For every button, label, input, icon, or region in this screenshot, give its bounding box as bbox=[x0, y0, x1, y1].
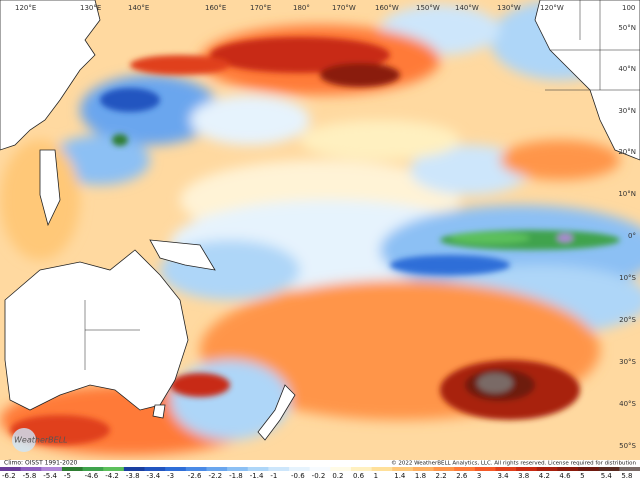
lat-label: 10°S bbox=[619, 274, 636, 282]
colorbar-cell bbox=[330, 467, 352, 471]
colorbar-cell bbox=[350, 467, 373, 471]
lat-label: 40°N bbox=[618, 65, 636, 73]
colorbar-cell bbox=[309, 467, 331, 471]
colorbar-label: 4.6 bbox=[559, 472, 571, 480]
colorbar-label: -5.4 bbox=[43, 472, 57, 480]
colorbar-cell bbox=[495, 467, 517, 471]
lat-labels: 50°N 40°N 30°N 20°N 10°N 0° 10°S 20°S 30… bbox=[618, 24, 636, 450]
colorbar-cell bbox=[474, 467, 496, 471]
lat-label: 40°S bbox=[619, 400, 636, 408]
colorbar-label: 1.4 bbox=[394, 472, 406, 480]
lon-label: 140°W bbox=[455, 4, 479, 12]
colorbar-cell bbox=[619, 467, 640, 471]
colorbar-label: -3.8 bbox=[126, 472, 140, 480]
colorbar-cell bbox=[82, 467, 104, 471]
colorbar-label: 5 bbox=[580, 472, 584, 480]
colorbar-cell bbox=[433, 467, 455, 471]
colorbar-label: -0.6 bbox=[291, 472, 305, 480]
colorbar-cell bbox=[227, 467, 249, 471]
colorbar-label: -5 bbox=[64, 472, 71, 480]
colorbar-label: 5.8 bbox=[621, 472, 632, 480]
colorbar-label: -5.8 bbox=[23, 472, 37, 480]
lon-label: 130°W bbox=[497, 4, 521, 12]
colorbar-cell bbox=[144, 467, 166, 471]
colorbar-label: 3.8 bbox=[518, 472, 529, 480]
colorbar: -6.2 -5.8 -5.4 -5 -4.6 -4.2 -3.8 -3.4 -3 -2.6 -2.2… bbox=[0, 467, 640, 480]
colorbar-label: -1.8 bbox=[229, 472, 243, 480]
lon-label: 160°W bbox=[375, 4, 399, 12]
lon-label: 120°E bbox=[15, 4, 36, 12]
colorbar-cell bbox=[392, 467, 414, 471]
colorbar-cell bbox=[536, 467, 558, 471]
lat-label: 30°S bbox=[619, 358, 636, 366]
colorbar-label: 3 bbox=[477, 472, 481, 480]
borders bbox=[84, 0, 640, 370]
climo-note: Climo: OISST 1991-2020 bbox=[4, 460, 78, 467]
colorbar-cell bbox=[0, 467, 22, 471]
lon-label: 170°E bbox=[250, 4, 271, 12]
colorbar-cell bbox=[41, 467, 63, 471]
logo-mark bbox=[12, 428, 36, 452]
lon-label: 150°W bbox=[416, 4, 440, 12]
lat-label: 50°S bbox=[619, 442, 636, 450]
lon-label: 120°W bbox=[540, 4, 564, 12]
colorbar-cell bbox=[289, 467, 311, 471]
colorbar-cell bbox=[123, 467, 146, 471]
colorbar-label: 3.4 bbox=[497, 472, 509, 480]
colorbar-cell bbox=[454, 467, 476, 471]
colorbar-label: -1 bbox=[270, 472, 277, 480]
sst-field bbox=[0, 0, 640, 460]
colorbar-cell bbox=[516, 467, 538, 471]
colorbar-label: -2.6 bbox=[188, 472, 202, 480]
colorbar-cell bbox=[61, 467, 84, 471]
lat-label: 20°S bbox=[619, 316, 636, 324]
colorbar-label: -1.4 bbox=[250, 472, 264, 480]
colorbar-label: 2.6 bbox=[456, 472, 468, 480]
colorbar-cell bbox=[598, 467, 620, 471]
colorbar-cell bbox=[165, 467, 187, 471]
colorbar-label: -2.2 bbox=[208, 472, 222, 480]
colorbar-label: 4.2 bbox=[539, 472, 550, 480]
colorbar-label: -0.2 bbox=[312, 472, 326, 480]
colorbar-cell bbox=[185, 467, 207, 471]
colorbar-cell bbox=[20, 467, 42, 471]
lat-label: 30°N bbox=[618, 107, 636, 115]
colorbar-label: 0.6 bbox=[353, 472, 365, 480]
lat-label: 0° bbox=[628, 232, 636, 240]
colorbar-label: 2.2 bbox=[436, 472, 447, 480]
colorbar-label: 0.2 bbox=[332, 472, 343, 480]
lat-label: 10°N bbox=[618, 190, 636, 198]
lon-label: 170°W bbox=[332, 4, 356, 12]
lat-label: 20°N bbox=[618, 148, 636, 156]
colorbar-label: -4.6 bbox=[85, 472, 99, 480]
colorbar-cell bbox=[371, 467, 393, 471]
lon-label: 100 bbox=[622, 4, 635, 12]
colorbar-label: -6.2 bbox=[2, 472, 16, 480]
lon-label: 130°E bbox=[80, 4, 101, 12]
colorbar-cell bbox=[578, 467, 600, 471]
colorbar-label: 5.4 bbox=[601, 472, 613, 480]
logo: WeatherBELL bbox=[14, 436, 68, 445]
lat-label: 50°N bbox=[618, 24, 636, 32]
lon-labels: 120°E 130°E 140°E 160°E 170°E 180° 170°W… bbox=[15, 4, 635, 12]
lon-label: 160°E bbox=[205, 4, 226, 12]
colorbar-cell bbox=[206, 467, 228, 471]
colorbar-cell bbox=[268, 467, 290, 471]
colorbar-cell bbox=[247, 467, 269, 471]
colorbar-label: 1.8 bbox=[415, 472, 426, 480]
colorbar-label: -3 bbox=[167, 472, 174, 480]
copyright: © 2022 WeatherBELL Analytics, LLC. All r… bbox=[391, 460, 636, 467]
colorbar-cell bbox=[103, 467, 125, 471]
colorbar-label: -4.2 bbox=[105, 472, 119, 480]
colorbar-cell bbox=[412, 467, 435, 471]
lon-label: 180° bbox=[293, 4, 310, 12]
colorbar-label: 1 bbox=[374, 472, 378, 480]
colorbar-label: -3.4 bbox=[147, 472, 161, 480]
colorbar-cell bbox=[557, 467, 579, 471]
lon-label: 140°E bbox=[128, 4, 149, 12]
